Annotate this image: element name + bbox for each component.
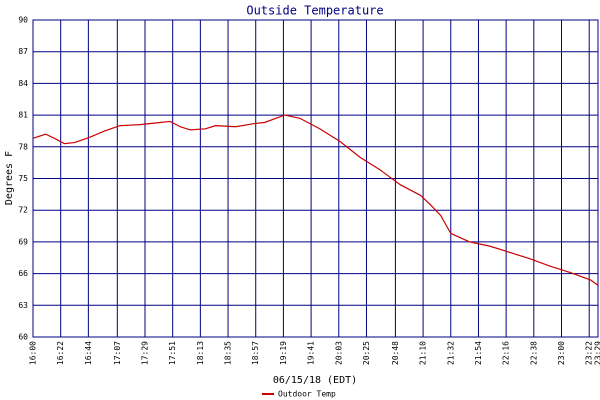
x-tick-label: 19:19 <box>279 341 288 365</box>
x-tick-label: 19:41 <box>307 341 316 365</box>
y-tick-label: 72 <box>18 206 28 215</box>
x-tick-label: 20:03 <box>334 341 343 365</box>
x-tick-label: 16:22 <box>56 341 65 365</box>
y-tick-label: 90 <box>18 16 28 25</box>
x-tick-label: 23:29 <box>594 341 600 365</box>
x-tick-label: 18:13 <box>196 341 205 365</box>
x-tick-label: 16:44 <box>84 341 93 365</box>
x-tick-label: 16:00 <box>29 341 38 365</box>
x-tick-label: 23:00 <box>557 341 566 365</box>
y-tick-label: 84 <box>18 79 28 88</box>
y-tick-label: 63 <box>18 301 28 310</box>
x-tick-label: 23:22 <box>585 341 594 365</box>
x-tick-label: 20:48 <box>391 341 400 365</box>
x-tick-label: 22:38 <box>529 341 538 365</box>
y-tick-label: 75 <box>18 174 28 183</box>
x-tick-label: 20:25 <box>362 341 371 365</box>
chart-title: Outside Temperature <box>246 4 383 18</box>
x-tick-label: 17:29 <box>140 341 149 365</box>
x-tick-label: 21:32 <box>446 341 455 365</box>
y-tick-label: 87 <box>18 47 28 56</box>
x-tick-label: 18:57 <box>251 341 260 365</box>
x-tick-label: 21:10 <box>419 341 428 365</box>
y-tick-label: 60 <box>18 333 28 342</box>
x-tick-label: 18:35 <box>224 341 233 365</box>
x-tick-label: 21:54 <box>474 341 483 365</box>
x-tick-label: 22:16 <box>502 341 511 365</box>
x-axis-label: 06/15/18 (EDT) <box>273 375 357 386</box>
y-tick-label: 69 <box>18 237 28 246</box>
y-axis-label: Degrees F <box>4 151 15 205</box>
y-tick-label: 66 <box>18 269 28 278</box>
x-tick-label: 17:07 <box>113 341 122 365</box>
data-line <box>32 114 599 286</box>
legend-label: Outdoor Temp <box>278 390 336 399</box>
x-tick-label: 17:51 <box>168 341 177 365</box>
y-tick-label: 81 <box>18 111 28 120</box>
plot-border <box>32 19 599 338</box>
y-tick-label: 78 <box>18 142 28 151</box>
